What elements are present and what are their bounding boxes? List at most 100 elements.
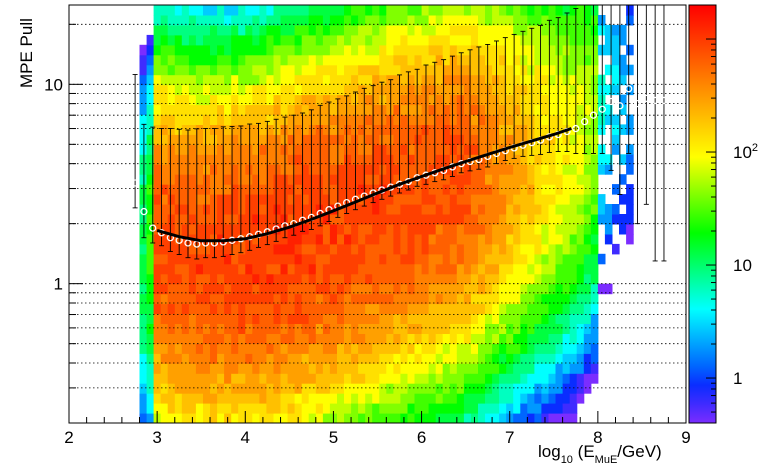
heat-cell (499, 184, 507, 195)
heat-cell (492, 15, 500, 26)
heat-cell (372, 333, 380, 344)
heat-cell (372, 283, 380, 295)
heat-cell (344, 363, 352, 374)
heat-cell (555, 54, 564, 66)
heat-cell (414, 15, 423, 26)
heat-cell (506, 303, 514, 315)
heat-cell (463, 393, 472, 404)
heat-cell (358, 94, 366, 106)
heat-cell (315, 323, 324, 334)
heat-cell (174, 114, 183, 125)
heat-cell (414, 104, 423, 115)
heat-cell (337, 194, 345, 205)
heat-cell (583, 144, 592, 155)
heat-cell (562, 64, 571, 76)
heat-cell (337, 214, 345, 225)
heat-cell (217, 323, 225, 334)
heat-cell (513, 373, 521, 384)
heat-cell (612, 184, 620, 195)
heat-cell (463, 383, 472, 394)
heat-cell (238, 124, 246, 135)
heat-cell (210, 263, 218, 275)
heat-cell (210, 34, 218, 46)
heat-cell (153, 214, 162, 225)
heat-cell (245, 293, 253, 305)
heat-cell (449, 204, 458, 215)
heat-cell (442, 204, 451, 215)
heat-cell (245, 214, 253, 225)
heat-cell (499, 253, 507, 265)
heat-cell (287, 5, 296, 16)
heat-cell (506, 164, 514, 175)
heat-cell (506, 253, 514, 265)
heat-cell (506, 323, 514, 334)
heat-cell (548, 303, 557, 315)
heat-cell (252, 144, 260, 155)
heat-cell (195, 383, 204, 394)
heat-cell (266, 393, 274, 404)
heat-cell (188, 114, 197, 125)
heat-cell (541, 283, 549, 295)
heat-cell (231, 74, 239, 86)
heat-cell (273, 104, 282, 115)
heat-cell (590, 144, 599, 155)
heat-cell (308, 54, 317, 66)
heat-cell (506, 263, 514, 275)
heat-cell (485, 204, 493, 215)
heat-cell (463, 263, 472, 275)
heat-cell (252, 174, 260, 185)
heat-cell (485, 194, 493, 205)
heat-cell (365, 303, 373, 315)
heat-cell (372, 15, 380, 26)
heat-cell (569, 243, 578, 255)
heat-cell (372, 84, 380, 96)
heat-cell (372, 313, 380, 324)
heat-cell (329, 194, 338, 205)
heat-cell (428, 383, 437, 394)
heat-cell (449, 54, 458, 66)
x-axis-label-sub-mue: MuE (595, 454, 618, 466)
heat-cell (224, 194, 232, 205)
heat-cell (499, 114, 507, 125)
heat-cell (407, 204, 416, 215)
heat-cell (294, 54, 303, 66)
heat-cell (195, 74, 204, 86)
heat-cell (583, 174, 592, 185)
heat-cell (513, 54, 521, 66)
heat-cell (210, 15, 218, 26)
heat-cell (449, 363, 458, 374)
heat-cell (245, 393, 253, 404)
heat-cell (351, 253, 359, 265)
heat-cell (435, 54, 444, 66)
heat-cell (139, 224, 148, 235)
heat-cell (280, 253, 289, 265)
heat-cell (188, 94, 197, 106)
heat-cell (456, 84, 465, 96)
heat-cell (273, 263, 282, 275)
heat-cell (414, 383, 423, 394)
heat-cell (287, 373, 296, 384)
heat-cell (590, 184, 599, 195)
heat-cell (273, 343, 282, 354)
heat-cell (569, 403, 578, 414)
heat-cell (463, 184, 472, 195)
heat-cell (513, 84, 521, 96)
heat-cell (315, 343, 324, 354)
heat-cell (541, 313, 549, 324)
heat-cell (238, 194, 246, 205)
heat-cell (548, 94, 557, 106)
heat-cell (294, 164, 303, 175)
heat-cell (597, 74, 606, 86)
heat-cell (139, 104, 148, 115)
heat-cell (160, 214, 169, 225)
heat-cell (231, 144, 239, 155)
heat-cell (358, 144, 366, 155)
heat-cell (344, 323, 352, 334)
heat-cell (555, 343, 564, 354)
heat-cell (576, 293, 585, 305)
heat-cell (160, 293, 169, 305)
heat-cell (287, 15, 296, 26)
heat-cell (217, 313, 225, 324)
heat-cell (619, 174, 627, 185)
heat-cell (576, 15, 585, 26)
